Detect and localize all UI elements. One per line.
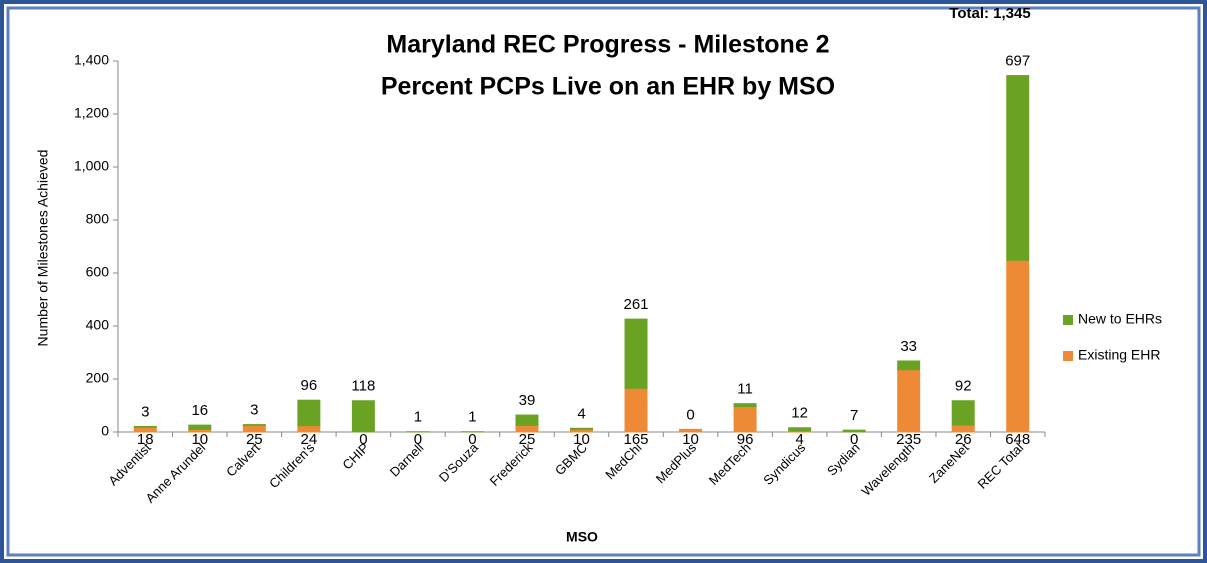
value-label: 96 bbox=[737, 431, 754, 448]
value-label: 10 bbox=[191, 431, 208, 448]
bar-segment bbox=[951, 400, 975, 426]
bar-segment bbox=[1006, 259, 1030, 433]
value-label: 25 bbox=[246, 431, 263, 448]
legend-label: Existing EHR bbox=[1078, 347, 1160, 363]
y-tick-label: 1,400 bbox=[74, 52, 109, 68]
chart-subtitle: Percent PCPs Live on an EHR by MSO bbox=[381, 73, 835, 101]
value-label: 10 bbox=[682, 431, 699, 448]
legend-swatch bbox=[1063, 315, 1073, 325]
x-axis-title: MSO bbox=[566, 529, 598, 545]
bar-segment bbox=[515, 414, 539, 426]
value-label: 0 bbox=[414, 431, 422, 448]
bar-segment bbox=[570, 427, 593, 430]
value-label: 25 bbox=[519, 431, 536, 448]
bar-segment bbox=[188, 424, 212, 430]
bar-segment bbox=[624, 387, 648, 433]
y-tick-label: 800 bbox=[86, 211, 110, 227]
value-label: 7 bbox=[850, 407, 858, 424]
bar-segment bbox=[351, 400, 375, 433]
bar-segment bbox=[788, 427, 812, 432]
value-label: 11 bbox=[737, 381, 753, 398]
value-label: 33 bbox=[900, 338, 917, 355]
chart-title: Maryland REC Progress - Milestone 2 bbox=[386, 31, 829, 59]
y-tick-label: 600 bbox=[86, 264, 110, 280]
value-label: 0 bbox=[468, 431, 476, 448]
y-tick-label: 200 bbox=[86, 370, 110, 386]
value-label: 24 bbox=[301, 431, 318, 448]
y-tick-label: 0 bbox=[101, 423, 109, 439]
value-label: 4 bbox=[577, 405, 585, 422]
value-label: 4 bbox=[795, 431, 803, 448]
bar-segment bbox=[897, 360, 921, 371]
frame-inner bbox=[6, 6, 1201, 557]
value-label: 0 bbox=[359, 431, 367, 448]
bar-segment bbox=[242, 424, 266, 426]
y-tick-label: 1,200 bbox=[74, 105, 109, 121]
value-label: 648 bbox=[1005, 431, 1030, 448]
value-label: 1 bbox=[414, 409, 422, 426]
value-label: 165 bbox=[624, 431, 649, 448]
value-label: 26 bbox=[955, 431, 972, 448]
value-label: 697 bbox=[1005, 53, 1030, 70]
value-label: 96 bbox=[301, 377, 318, 394]
bar-segment bbox=[733, 403, 757, 408]
value-label: 1 bbox=[468, 409, 476, 426]
value-label: 39 bbox=[519, 392, 536, 409]
value-label: 16 bbox=[191, 402, 208, 419]
x-tick-label: Wavelength bbox=[858, 440, 917, 499]
value-label: 0 bbox=[686, 406, 694, 423]
y-tick-label: 1,000 bbox=[74, 158, 109, 174]
value-label: 12 bbox=[791, 405, 808, 422]
y-tick-label: 400 bbox=[86, 317, 110, 333]
value-label: 235 bbox=[896, 431, 921, 448]
bar-segment bbox=[297, 399, 321, 427]
bar-segment bbox=[679, 428, 703, 433]
y-axis-title: Number of Milestones Achieved bbox=[35, 150, 51, 347]
value-label: 18 bbox=[137, 431, 154, 448]
bar-segment bbox=[133, 425, 157, 428]
legend-swatch bbox=[1063, 351, 1073, 361]
bar-segment bbox=[733, 406, 757, 433]
value-label: 0 bbox=[850, 431, 858, 448]
bar-segment bbox=[897, 369, 921, 433]
value-label: 3 bbox=[141, 403, 149, 420]
legend-label: New to EHRs bbox=[1078, 311, 1162, 327]
value-label: 10 bbox=[573, 431, 590, 448]
annotation: Total: 1,345 bbox=[949, 5, 1030, 22]
bar-segment bbox=[842, 429, 866, 433]
value-label: 92 bbox=[955, 378, 972, 395]
value-label: 3 bbox=[250, 402, 258, 419]
bar-segment bbox=[624, 318, 648, 389]
value-label: 118 bbox=[351, 378, 375, 395]
value-label: 261 bbox=[624, 296, 649, 313]
bar-segment bbox=[1006, 75, 1030, 261]
